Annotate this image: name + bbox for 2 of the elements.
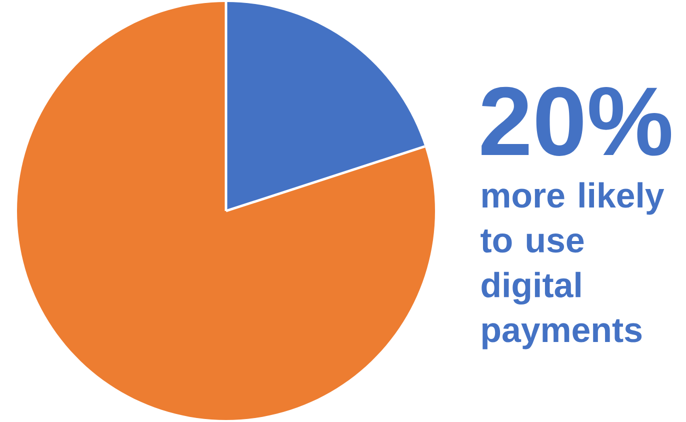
text: more likely to use digital payments — [480, 182, 664, 350]
text: 20% — [482, 86, 672, 156]
